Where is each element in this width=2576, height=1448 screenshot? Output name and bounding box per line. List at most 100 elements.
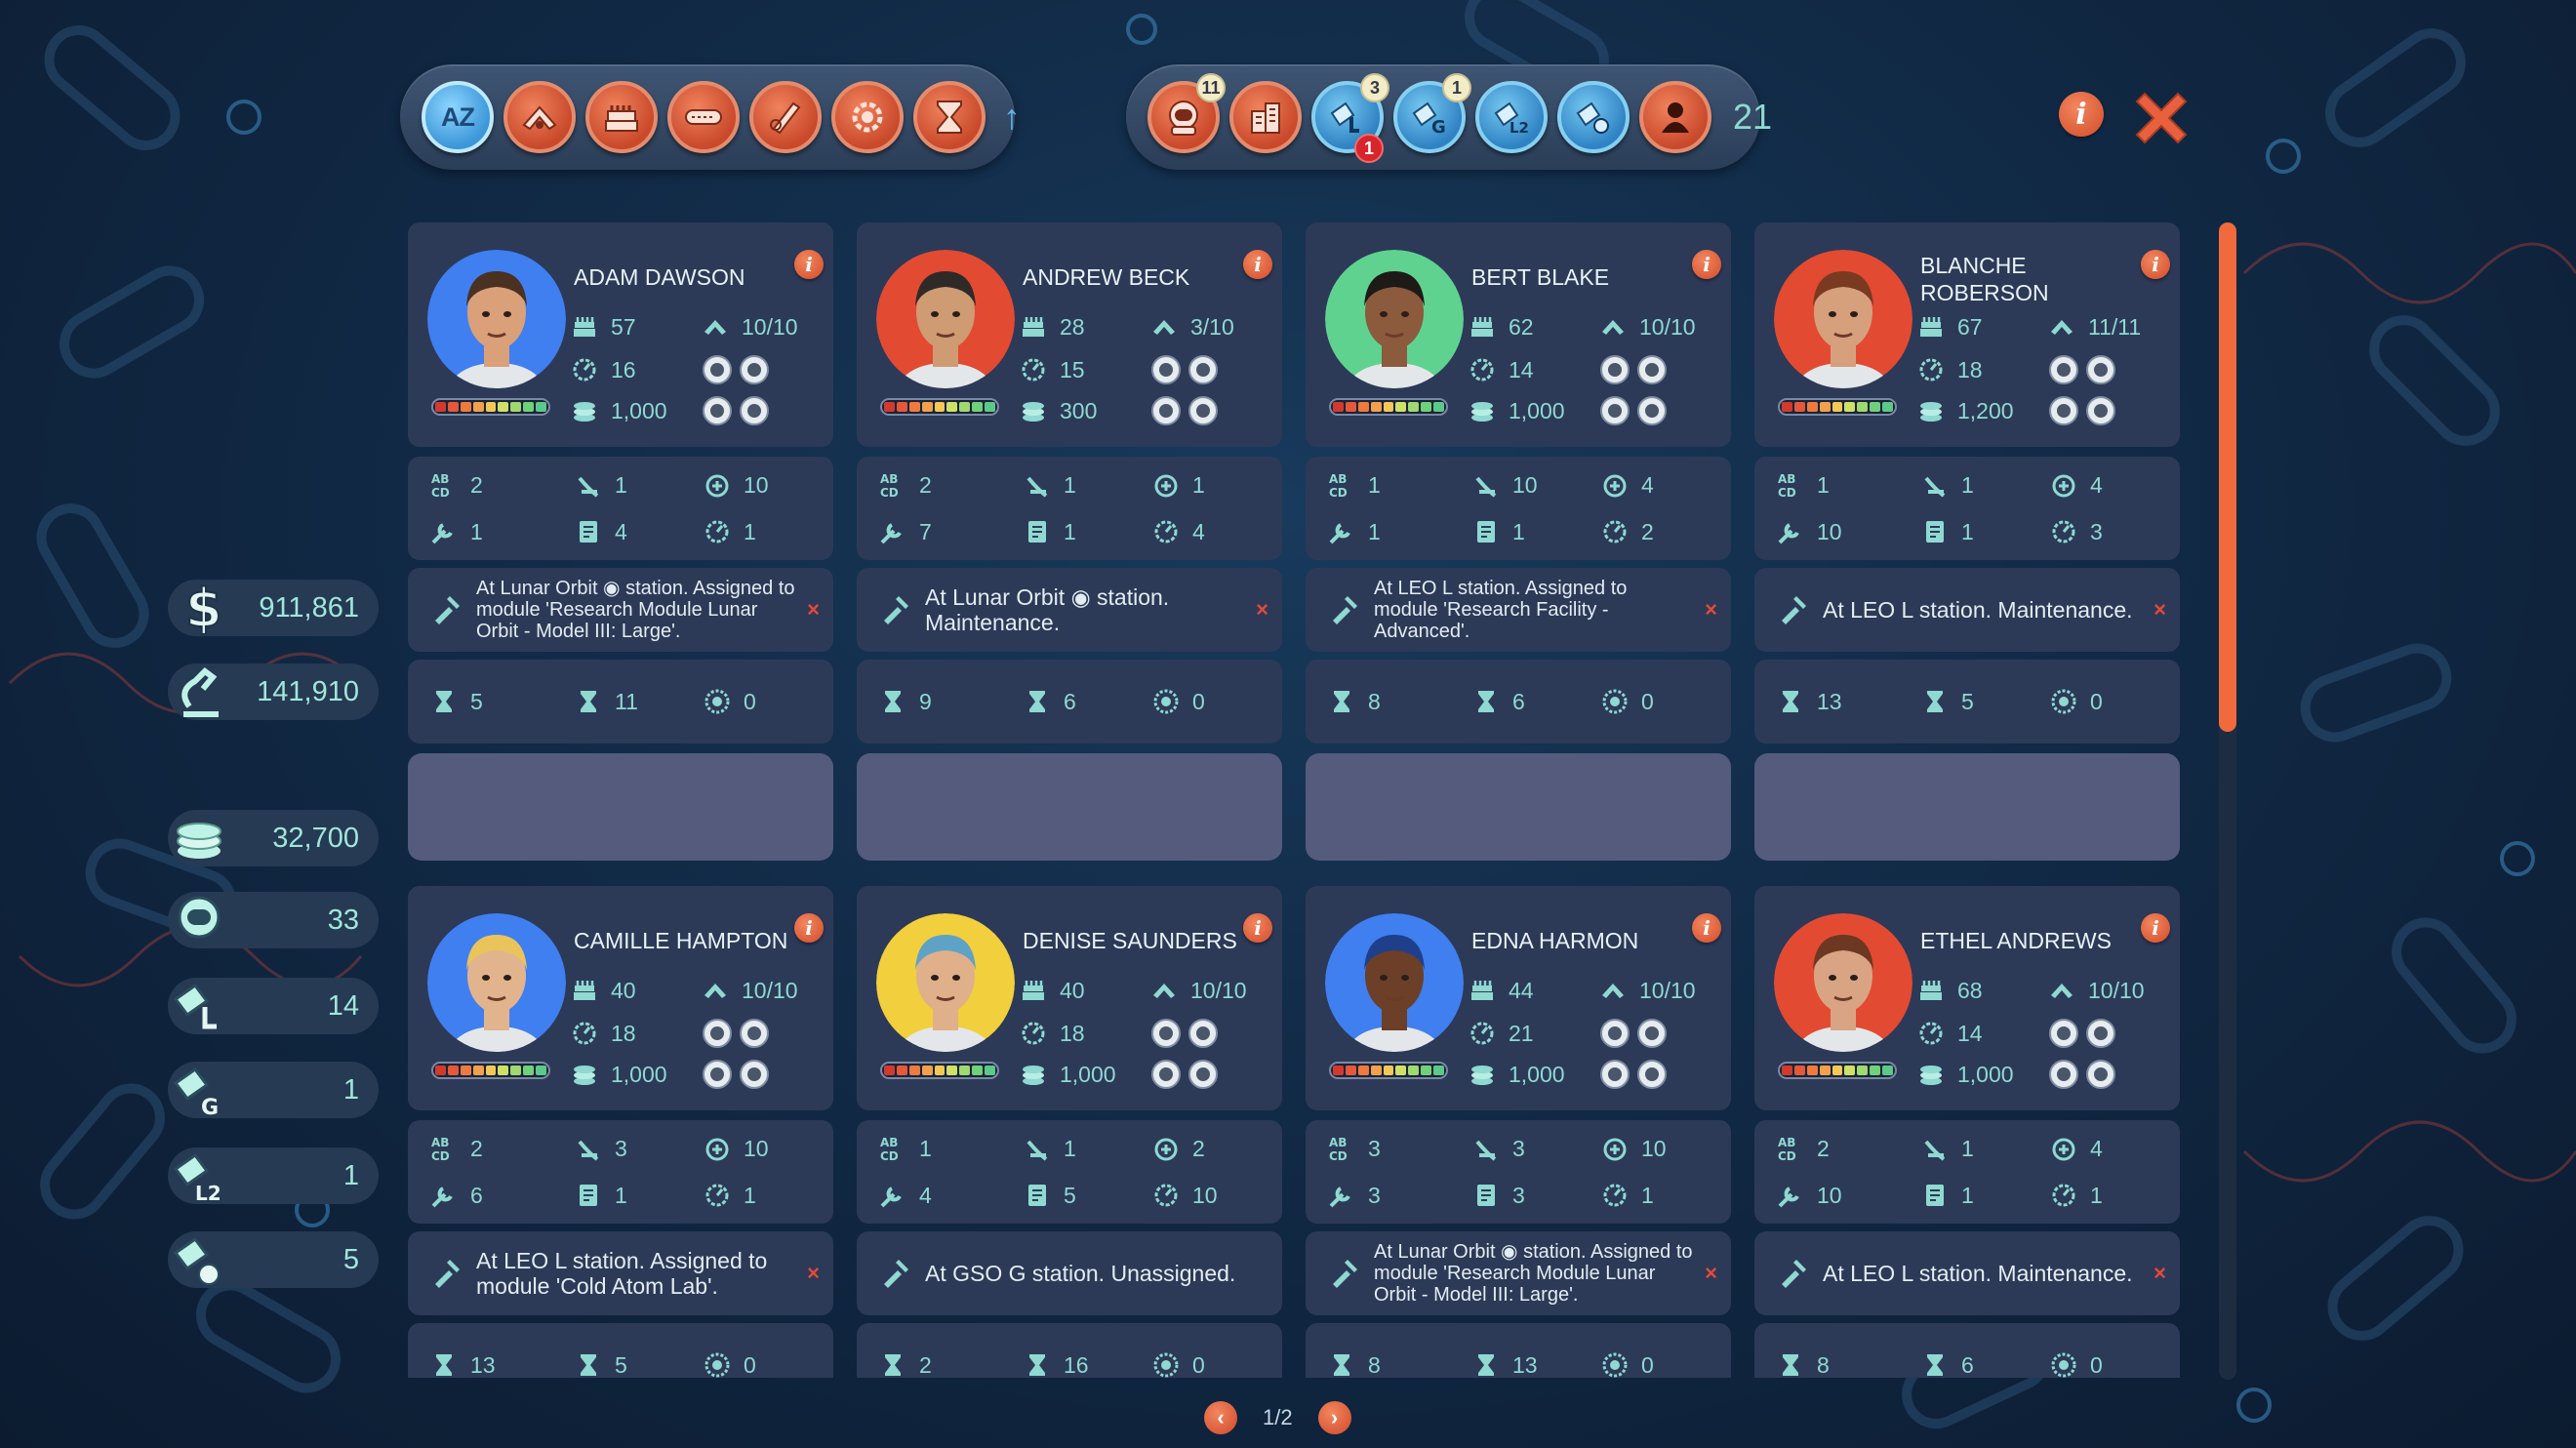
sort-salary-button[interactable] bbox=[667, 81, 740, 153]
skill-maintenance: 1 bbox=[2049, 1181, 2103, 1210]
unassign-button[interactable]: × bbox=[2153, 597, 2166, 622]
arrow-up-icon[interactable]: ↑ bbox=[1003, 97, 1021, 137]
unassign-button[interactable]: × bbox=[1256, 597, 1268, 622]
fatigue-value: 0 bbox=[1600, 687, 1654, 716]
crew-status-text: At LEO L station. Maintenance. bbox=[1823, 597, 2133, 623]
skill-piloting: 1 bbox=[1920, 1134, 1974, 1163]
crew-portrait bbox=[876, 250, 1015, 388]
talent-icon bbox=[1637, 355, 1667, 384]
info-icon: i bbox=[1254, 916, 1262, 940]
talent-icon bbox=[740, 1060, 769, 1089]
sort-time-button[interactable] bbox=[913, 81, 986, 153]
crew-status-text: At GSO G station. Unassigned. bbox=[925, 1261, 1236, 1286]
sort-maintenance-button[interactable] bbox=[831, 81, 904, 153]
info-button[interactable]: i bbox=[2059, 92, 2104, 137]
crew-skills-panel: AB CD 2 3 10 6 1 1 bbox=[408, 1120, 833, 1224]
talent-icon bbox=[1637, 1019, 1667, 1048]
empty-crew-slot[interactable] bbox=[408, 753, 833, 861]
crew-timers-panel: 2 16 0 bbox=[857, 1323, 1282, 1378]
prev-page-button[interactable]: ‹ bbox=[1204, 1401, 1237, 1434]
filter-ground-button[interactable] bbox=[1229, 81, 1302, 153]
crew-info-button[interactable]: i bbox=[794, 913, 824, 943]
crew-info-button[interactable]: i bbox=[1243, 913, 1272, 943]
avatar bbox=[1325, 913, 1464, 1052]
talent-row-1 bbox=[1600, 1019, 1667, 1048]
crew-stack-icon bbox=[1920, 981, 1942, 1000]
timer-rest: 6 bbox=[1023, 687, 1076, 716]
talent-row-1 bbox=[1600, 355, 1667, 384]
station-l-icon bbox=[173, 983, 217, 1029]
crew-info-button[interactable]: i bbox=[1243, 250, 1272, 279]
filter-unassigned-button[interactable] bbox=[1639, 81, 1711, 153]
empty-crew-slot[interactable] bbox=[857, 753, 1282, 861]
resource-value: 1 bbox=[342, 1159, 359, 1191]
wrench-icon bbox=[1329, 523, 1350, 544]
crew-name: ETHEL ANDREWS bbox=[1920, 928, 2112, 953]
gear-cycle-icon bbox=[573, 358, 596, 382]
hourglass-icon bbox=[436, 1354, 452, 1376]
hourglass-icon bbox=[1783, 691, 1798, 712]
crew-skills-panel: AB CD 2 1 10 1 4 1 bbox=[408, 457, 833, 560]
crew-info-button[interactable]: i bbox=[1692, 913, 1721, 943]
fatigue-brain-icon bbox=[1153, 1352, 1179, 1378]
unassign-button[interactable]: × bbox=[1705, 597, 1717, 622]
crew-stack-icon bbox=[1920, 317, 1942, 337]
ground-building-icon bbox=[1251, 102, 1280, 134]
health-bar bbox=[1778, 1062, 1897, 1079]
filter-lunar-station-button[interactable] bbox=[1557, 81, 1630, 153]
filter-leo-station-button[interactable]: 3 1 bbox=[1311, 73, 1389, 163]
crew-info-button[interactable]: i bbox=[2141, 250, 2170, 279]
fatigue-value: 0 bbox=[1151, 687, 1205, 716]
document-icon bbox=[1926, 521, 1944, 543]
medical-icon bbox=[705, 1138, 729, 1161]
skill-language: AB CD 2 bbox=[880, 471, 932, 501]
stat-experience: 28 bbox=[1019, 312, 1085, 342]
crew-summary-panel: CAMILLE HAMPTON i 40 10/10 18 1,000 bbox=[408, 886, 833, 1110]
unassign-button[interactable]: × bbox=[1705, 1261, 1717, 1285]
crew-info-button[interactable]: i bbox=[1692, 250, 1721, 279]
hourglass-icon bbox=[1783, 1354, 1798, 1376]
info-icon: i bbox=[1703, 253, 1711, 276]
sort-alphabetical-button[interactable]: AZ bbox=[422, 81, 494, 153]
talent-icon bbox=[740, 355, 769, 384]
timer-rest: 16 bbox=[1023, 1350, 1089, 1378]
next-page-button[interactable]: › bbox=[1317, 1401, 1351, 1434]
rank-chevron-icon bbox=[1602, 984, 1624, 998]
gear-cycle-icon bbox=[2052, 1184, 2075, 1207]
station-g-icon: G bbox=[1412, 101, 1446, 138]
empty-crew-slot[interactable] bbox=[1754, 753, 2180, 861]
fatigue-brain-icon bbox=[2051, 1352, 2076, 1378]
piloting-icon bbox=[578, 476, 599, 498]
sort-rank-button[interactable] bbox=[503, 81, 576, 153]
timer-rest: 5 bbox=[1920, 687, 1974, 716]
piloting-icon bbox=[1026, 1140, 1048, 1161]
fatigue-brain-icon bbox=[1602, 1352, 1628, 1378]
unassign-button[interactable]: × bbox=[2153, 1261, 2166, 1285]
close-icon[interactable] bbox=[2127, 84, 2195, 152]
scrollbar-thumb[interactable] bbox=[2219, 222, 2236, 732]
skill-medical: 10 bbox=[1600, 1134, 1667, 1163]
unassign-button[interactable]: × bbox=[807, 597, 820, 622]
fatigue-value: 0 bbox=[703, 687, 756, 716]
filter-astronauts-button[interactable]: 11 bbox=[1147, 73, 1226, 153]
crew-info-button[interactable]: i bbox=[2141, 913, 2170, 943]
crew-summary-panel: BLANCHE ROBERSON i 67 11/11 18 1,200 bbox=[1754, 222, 2180, 447]
crew-status-text: At Lunar Orbit ◉ station. Maintenance. bbox=[925, 584, 1170, 635]
wrench-icon bbox=[880, 523, 902, 544]
empty-crew-slot[interactable] bbox=[1306, 753, 1731, 861]
rank-chevron-icon bbox=[2051, 984, 2073, 998]
crew-stack-icon bbox=[1023, 317, 1044, 337]
rank-chevron-icon bbox=[2051, 320, 2073, 335]
filter-l2-station-button[interactable]: L2 bbox=[1475, 81, 1548, 153]
sort-crew-button[interactable] bbox=[585, 81, 658, 153]
filter-gso-station-button[interactable]: G 1 bbox=[1393, 73, 1471, 153]
talent-row-1 bbox=[2049, 355, 2115, 384]
sort-skills-button[interactable] bbox=[749, 81, 822, 153]
hourglass-icon bbox=[436, 691, 452, 712]
crew-info-button[interactable]: i bbox=[794, 250, 824, 279]
coins-stack-icon bbox=[1023, 402, 1044, 422]
talent-icon bbox=[703, 1060, 732, 1089]
unassign-button[interactable]: × bbox=[807, 1261, 820, 1285]
skill-engineering: 4 bbox=[878, 1181, 932, 1210]
